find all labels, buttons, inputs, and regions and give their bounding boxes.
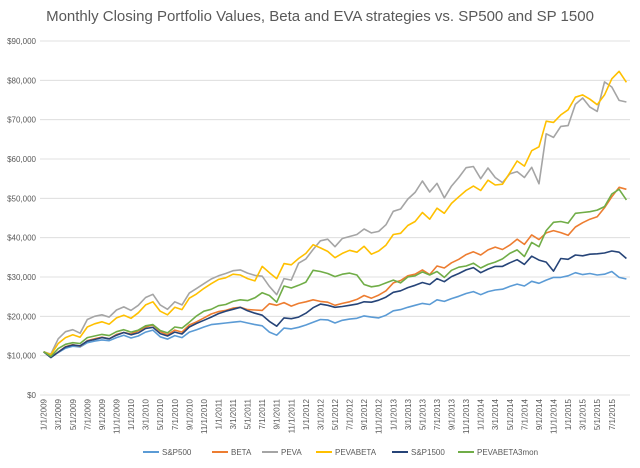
x-tick-label: 1/1/2009 — [40, 398, 49, 430]
x-tick-label: 11/1/2012 — [375, 398, 384, 434]
x-tick-label: 1/1/2012 — [302, 398, 311, 430]
x-tick-label: 5/1/2015 — [593, 398, 602, 430]
x-tick-label: 11/1/2013 — [462, 398, 471, 434]
x-tick-label: 7/1/2010 — [171, 398, 180, 430]
x-tick-label: 1/1/2014 — [477, 398, 486, 430]
x-tick-label: 11/1/2014 — [550, 398, 559, 434]
x-tick-label: 5/1/2013 — [418, 398, 427, 430]
x-tick-label: 7/1/2009 — [83, 398, 92, 430]
x-tick-label: 7/1/2015 — [608, 398, 617, 430]
chart-title: Monthly Closing Portfolio Values, Beta a… — [46, 8, 594, 25]
x-tick-label: 5/1/2010 — [156, 398, 165, 430]
x-tick-label: 7/1/2013 — [433, 398, 442, 430]
legend-label-pevabeta3mon: PEVABETA3mon — [477, 448, 538, 457]
x-tick-label: 3/1/2011 — [229, 398, 238, 429]
legend-label-peva: PEVA — [281, 448, 302, 457]
x-tick-label: 9/1/2013 — [448, 398, 457, 430]
x-tick-label: 5/1/2014 — [506, 398, 515, 430]
x-tick-label: 1/1/2013 — [389, 398, 398, 430]
y-tick-label: $0 — [27, 391, 36, 400]
x-tick-label: 1/1/2015 — [564, 398, 573, 430]
x-tick-label: 9/1/2014 — [535, 398, 544, 430]
x-tick-label: 3/1/2009 — [54, 398, 63, 430]
y-tick-label: $40,000 — [7, 234, 36, 243]
x-tick-label: 1/1/2011 — [214, 398, 223, 429]
x-tick-label: 3/1/2012 — [316, 398, 325, 430]
series-line-pevabeta3mon — [43, 188, 628, 358]
y-tick-label: $50,000 — [7, 194, 36, 203]
series-line-peva — [43, 81, 627, 355]
y-tick-label: $30,000 — [7, 273, 36, 282]
legend-label-beta: BETA — [231, 448, 252, 457]
x-tick-label: 9/1/2010 — [185, 398, 194, 430]
series-line-s-p1500 — [43, 250, 627, 359]
series-line-s-p500 — [43, 270, 627, 359]
legend-label-s-p500: S&P500 — [162, 448, 192, 457]
series-line-pevabeta — [43, 70, 628, 356]
y-tick-label: $90,000 — [7, 37, 36, 46]
x-tick-label: 5/1/2009 — [69, 398, 78, 430]
x-tick-label: 3/1/2013 — [404, 398, 413, 430]
x-tick-label: 9/1/2012 — [360, 398, 369, 430]
x-tick-label: 7/1/2012 — [346, 398, 355, 430]
x-tick-label: 7/1/2011 — [258, 398, 267, 429]
y-tick-label: $80,000 — [7, 76, 36, 85]
y-tick-label: $20,000 — [7, 312, 36, 321]
y-tick-label: $70,000 — [7, 116, 36, 125]
x-tick-label: 3/1/2015 — [579, 398, 588, 430]
x-tick-label: 5/1/2012 — [331, 398, 340, 430]
x-tick-label: 3/1/2010 — [142, 398, 151, 430]
x-tick-label: 5/1/2011 — [244, 398, 253, 429]
legend-label-pevabeta: PEVABETA — [335, 448, 377, 457]
series-line-beta — [43, 186, 627, 359]
x-tick-label: 9/1/2011 — [273, 398, 282, 429]
x-tick-label: 11/1/2010 — [200, 398, 209, 434]
x-tick-label: 11/1/2011 — [287, 398, 296, 433]
y-tick-label: $60,000 — [7, 155, 36, 164]
x-tick-label: 7/1/2014 — [520, 398, 529, 430]
x-tick-label: 3/1/2014 — [491, 398, 500, 430]
x-tick-label: 11/1/2009 — [112, 398, 121, 434]
x-tick-label: 1/1/2010 — [127, 398, 136, 430]
legend-label-s-p1500: S&P1500 — [411, 448, 445, 457]
y-tick-label: $10,000 — [7, 352, 36, 361]
x-tick-label: 9/1/2009 — [98, 398, 107, 430]
